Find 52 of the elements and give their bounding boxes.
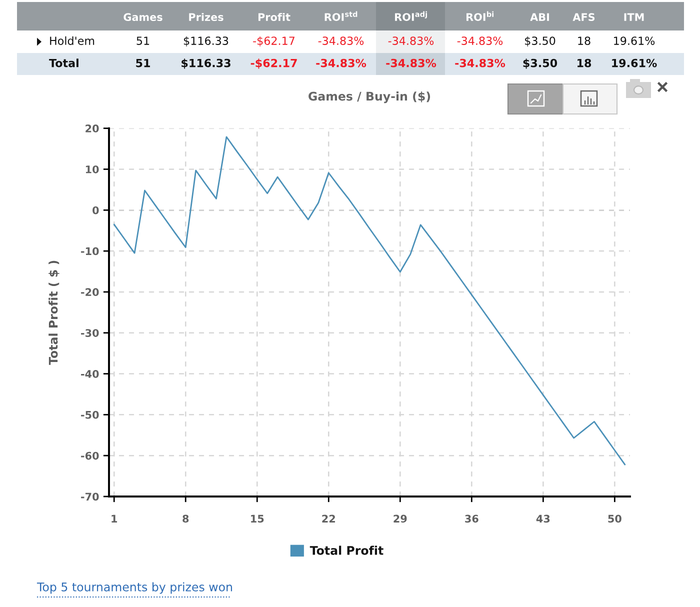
y-tick-label: 20 bbox=[86, 124, 99, 132]
x-tick-label: 1 bbox=[112, 514, 118, 522]
x-tick-label: 36 bbox=[465, 514, 478, 523]
y-tick-label: -10 bbox=[81, 247, 99, 256]
x-tick-label: 8 bbox=[182, 514, 189, 523]
y-tick-label: -30 bbox=[81, 329, 99, 337]
line-series bbox=[113, 136, 626, 466]
y-tick-label: -50 bbox=[81, 410, 99, 419]
text: $116.33 bbox=[182, 58, 230, 69]
text: -34.83% bbox=[316, 58, 366, 68]
y-tick-label: 10 bbox=[86, 165, 99, 174]
text: -$62.17 bbox=[250, 58, 297, 69]
text: -34.83% bbox=[386, 58, 436, 68]
x-tick-label: 50 bbox=[608, 514, 622, 523]
text: 19.61% bbox=[612, 58, 657, 68]
text: -34.83% bbox=[388, 36, 434, 45]
text: -34.83% bbox=[455, 58, 506, 68]
chart-title: Games / Buy-in ($) bbox=[308, 92, 430, 104]
x-tick-label: 22 bbox=[322, 514, 335, 522]
y-tick-label: 0 bbox=[92, 206, 99, 214]
y-tick-label: -40 bbox=[81, 370, 99, 378]
text: -$62.17 bbox=[253, 36, 294, 46]
category-label: ROI$^{std}$ bbox=[324, 11, 358, 21]
category-label: Games bbox=[124, 13, 162, 22]
x-tick-label: 29 bbox=[394, 514, 407, 523]
text: 51 bbox=[136, 36, 150, 45]
text: $3.50 bbox=[523, 58, 558, 69]
legend-label: Total Profit bbox=[310, 546, 384, 555]
x-tick-label: 15 bbox=[251, 514, 264, 523]
category-label: ITM bbox=[624, 13, 644, 21]
text: Top 5 tournaments by prizes won bbox=[36, 582, 232, 594]
text: -34.83% bbox=[318, 36, 364, 45]
text: 51 bbox=[136, 58, 150, 68]
x-tick-label: 43 bbox=[536, 514, 550, 523]
category-label: Profit bbox=[258, 12, 290, 22]
text: 18 bbox=[578, 36, 590, 45]
category-label: Hold'em bbox=[50, 36, 94, 45]
y-tick-label: -70 bbox=[81, 492, 99, 501]
text: $116.33 bbox=[184, 36, 228, 46]
y-tick-label: -20 bbox=[81, 288, 99, 296]
text: $3.50 bbox=[525, 36, 556, 46]
category-label: Prizes bbox=[189, 12, 224, 22]
y-axis-title: Total Profit ( $ ) bbox=[48, 260, 60, 365]
category-label: ABI bbox=[530, 13, 549, 21]
category-label: Total bbox=[49, 58, 78, 68]
category-label: ROI$^{adj}$ bbox=[395, 11, 427, 21]
y-tick-label: -60 bbox=[81, 452, 99, 460]
text: 18 bbox=[578, 58, 592, 68]
text: 19.61% bbox=[614, 36, 655, 45]
category-label: AFS bbox=[572, 13, 595, 22]
text: -34.83% bbox=[457, 36, 503, 45]
category-label: ROI$^{bi}$ bbox=[466, 11, 494, 21]
